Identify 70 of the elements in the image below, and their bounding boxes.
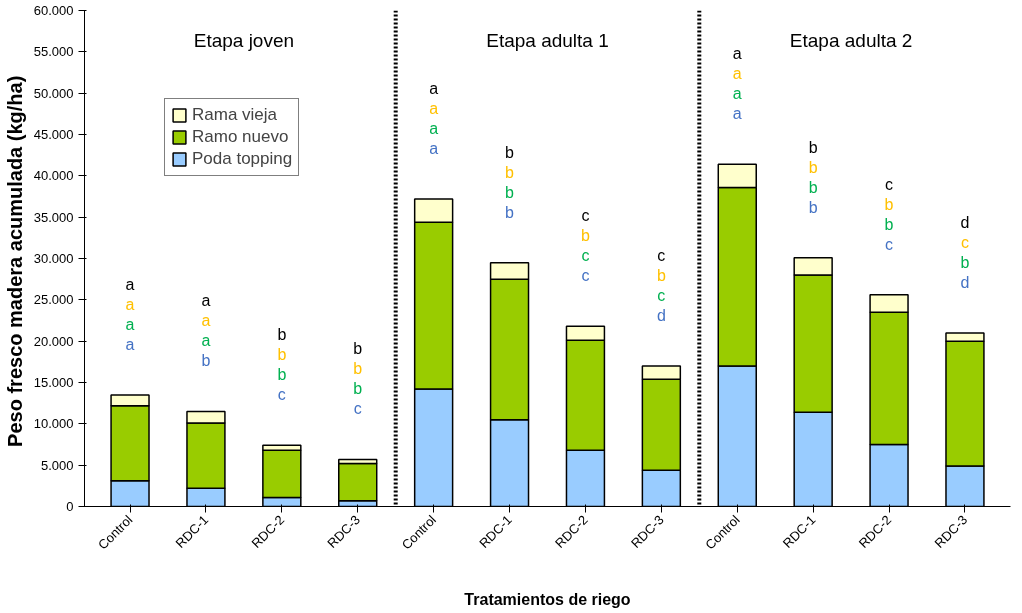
annotation: b xyxy=(277,326,287,344)
annotation: b xyxy=(884,215,894,233)
y-tick-label: 30.000 xyxy=(33,251,74,266)
legend-label: Ramo nuevo xyxy=(192,127,289,147)
annotation: a xyxy=(429,139,439,157)
annotation: d xyxy=(960,213,970,231)
annotation: b xyxy=(581,227,590,245)
annotation: a xyxy=(429,79,439,97)
annotation: a xyxy=(201,292,211,310)
annotation: a xyxy=(732,105,742,123)
annotation: c xyxy=(581,267,590,285)
annotation: b xyxy=(277,346,287,364)
annotation: b xyxy=(808,198,818,216)
annotation: c xyxy=(885,235,894,253)
annotation: a xyxy=(125,315,135,333)
bar xyxy=(338,462,378,502)
annotation: a xyxy=(125,295,135,313)
annotation: b xyxy=(960,253,970,271)
y-tick-label: 60.000 xyxy=(33,3,74,18)
annotation: b xyxy=(277,366,287,384)
annotation: b xyxy=(353,360,363,378)
annotation: c xyxy=(657,246,666,264)
annotation: Etapa joven xyxy=(193,29,295,51)
annotation: a xyxy=(732,85,742,103)
annotation: a xyxy=(201,332,211,350)
y-tick-label: 50.000 xyxy=(33,85,74,101)
y-tick-label: 45.000 xyxy=(33,127,74,142)
annotation: c xyxy=(581,207,590,225)
annotation: b xyxy=(353,340,363,358)
annotation: d xyxy=(656,306,666,324)
annotation: b xyxy=(353,380,363,398)
annotation: b xyxy=(808,178,818,196)
y-tick-label: 10.000 xyxy=(33,416,74,432)
y-axis-title: Peso fresco madera acumulada (kg/ha) xyxy=(3,75,26,447)
annotation: d xyxy=(960,273,970,291)
annotation: b xyxy=(884,195,894,213)
annotation: c xyxy=(657,286,666,304)
annotation: b xyxy=(505,203,515,221)
annotation: b xyxy=(505,183,515,201)
annotation: b xyxy=(505,163,515,181)
legend-label: Rama vieja xyxy=(192,105,278,125)
annotation: a xyxy=(201,312,211,330)
annotation: a xyxy=(429,119,439,137)
annotation: c xyxy=(581,247,590,265)
annotation: Etapa adulta 1 xyxy=(486,29,609,51)
annotation: b xyxy=(656,266,666,284)
annotation: c xyxy=(277,386,286,404)
y-tick-label: 15.000 xyxy=(33,375,74,390)
x-axis-title: Tratamientos de riego xyxy=(464,590,631,608)
y-tick-label: 5.000 xyxy=(40,457,74,473)
annotation: b xyxy=(808,158,818,176)
legend-label: Poda topping xyxy=(192,149,293,169)
annotation: a xyxy=(732,45,742,63)
annotation: c xyxy=(960,233,969,251)
annotation: b xyxy=(505,143,515,161)
annotation: b xyxy=(201,352,211,370)
annotation: c xyxy=(353,400,362,418)
y-tick-label: 20.000 xyxy=(33,333,74,349)
annotation: Etapa adulta 2 xyxy=(789,29,913,51)
annotation: a xyxy=(732,65,742,83)
annotation: c xyxy=(885,175,894,193)
y-tick-label: 40.000 xyxy=(33,168,74,184)
annotation: a xyxy=(125,335,135,353)
y-tick-label: 55.000 xyxy=(33,44,74,60)
y-tick-label: 0 xyxy=(66,499,74,514)
y-tick-label: 35.000 xyxy=(33,209,74,225)
annotation: a xyxy=(125,275,135,293)
annotation: a xyxy=(429,99,439,117)
annotation: b xyxy=(808,138,818,156)
y-tick-label: 25.000 xyxy=(33,292,74,308)
